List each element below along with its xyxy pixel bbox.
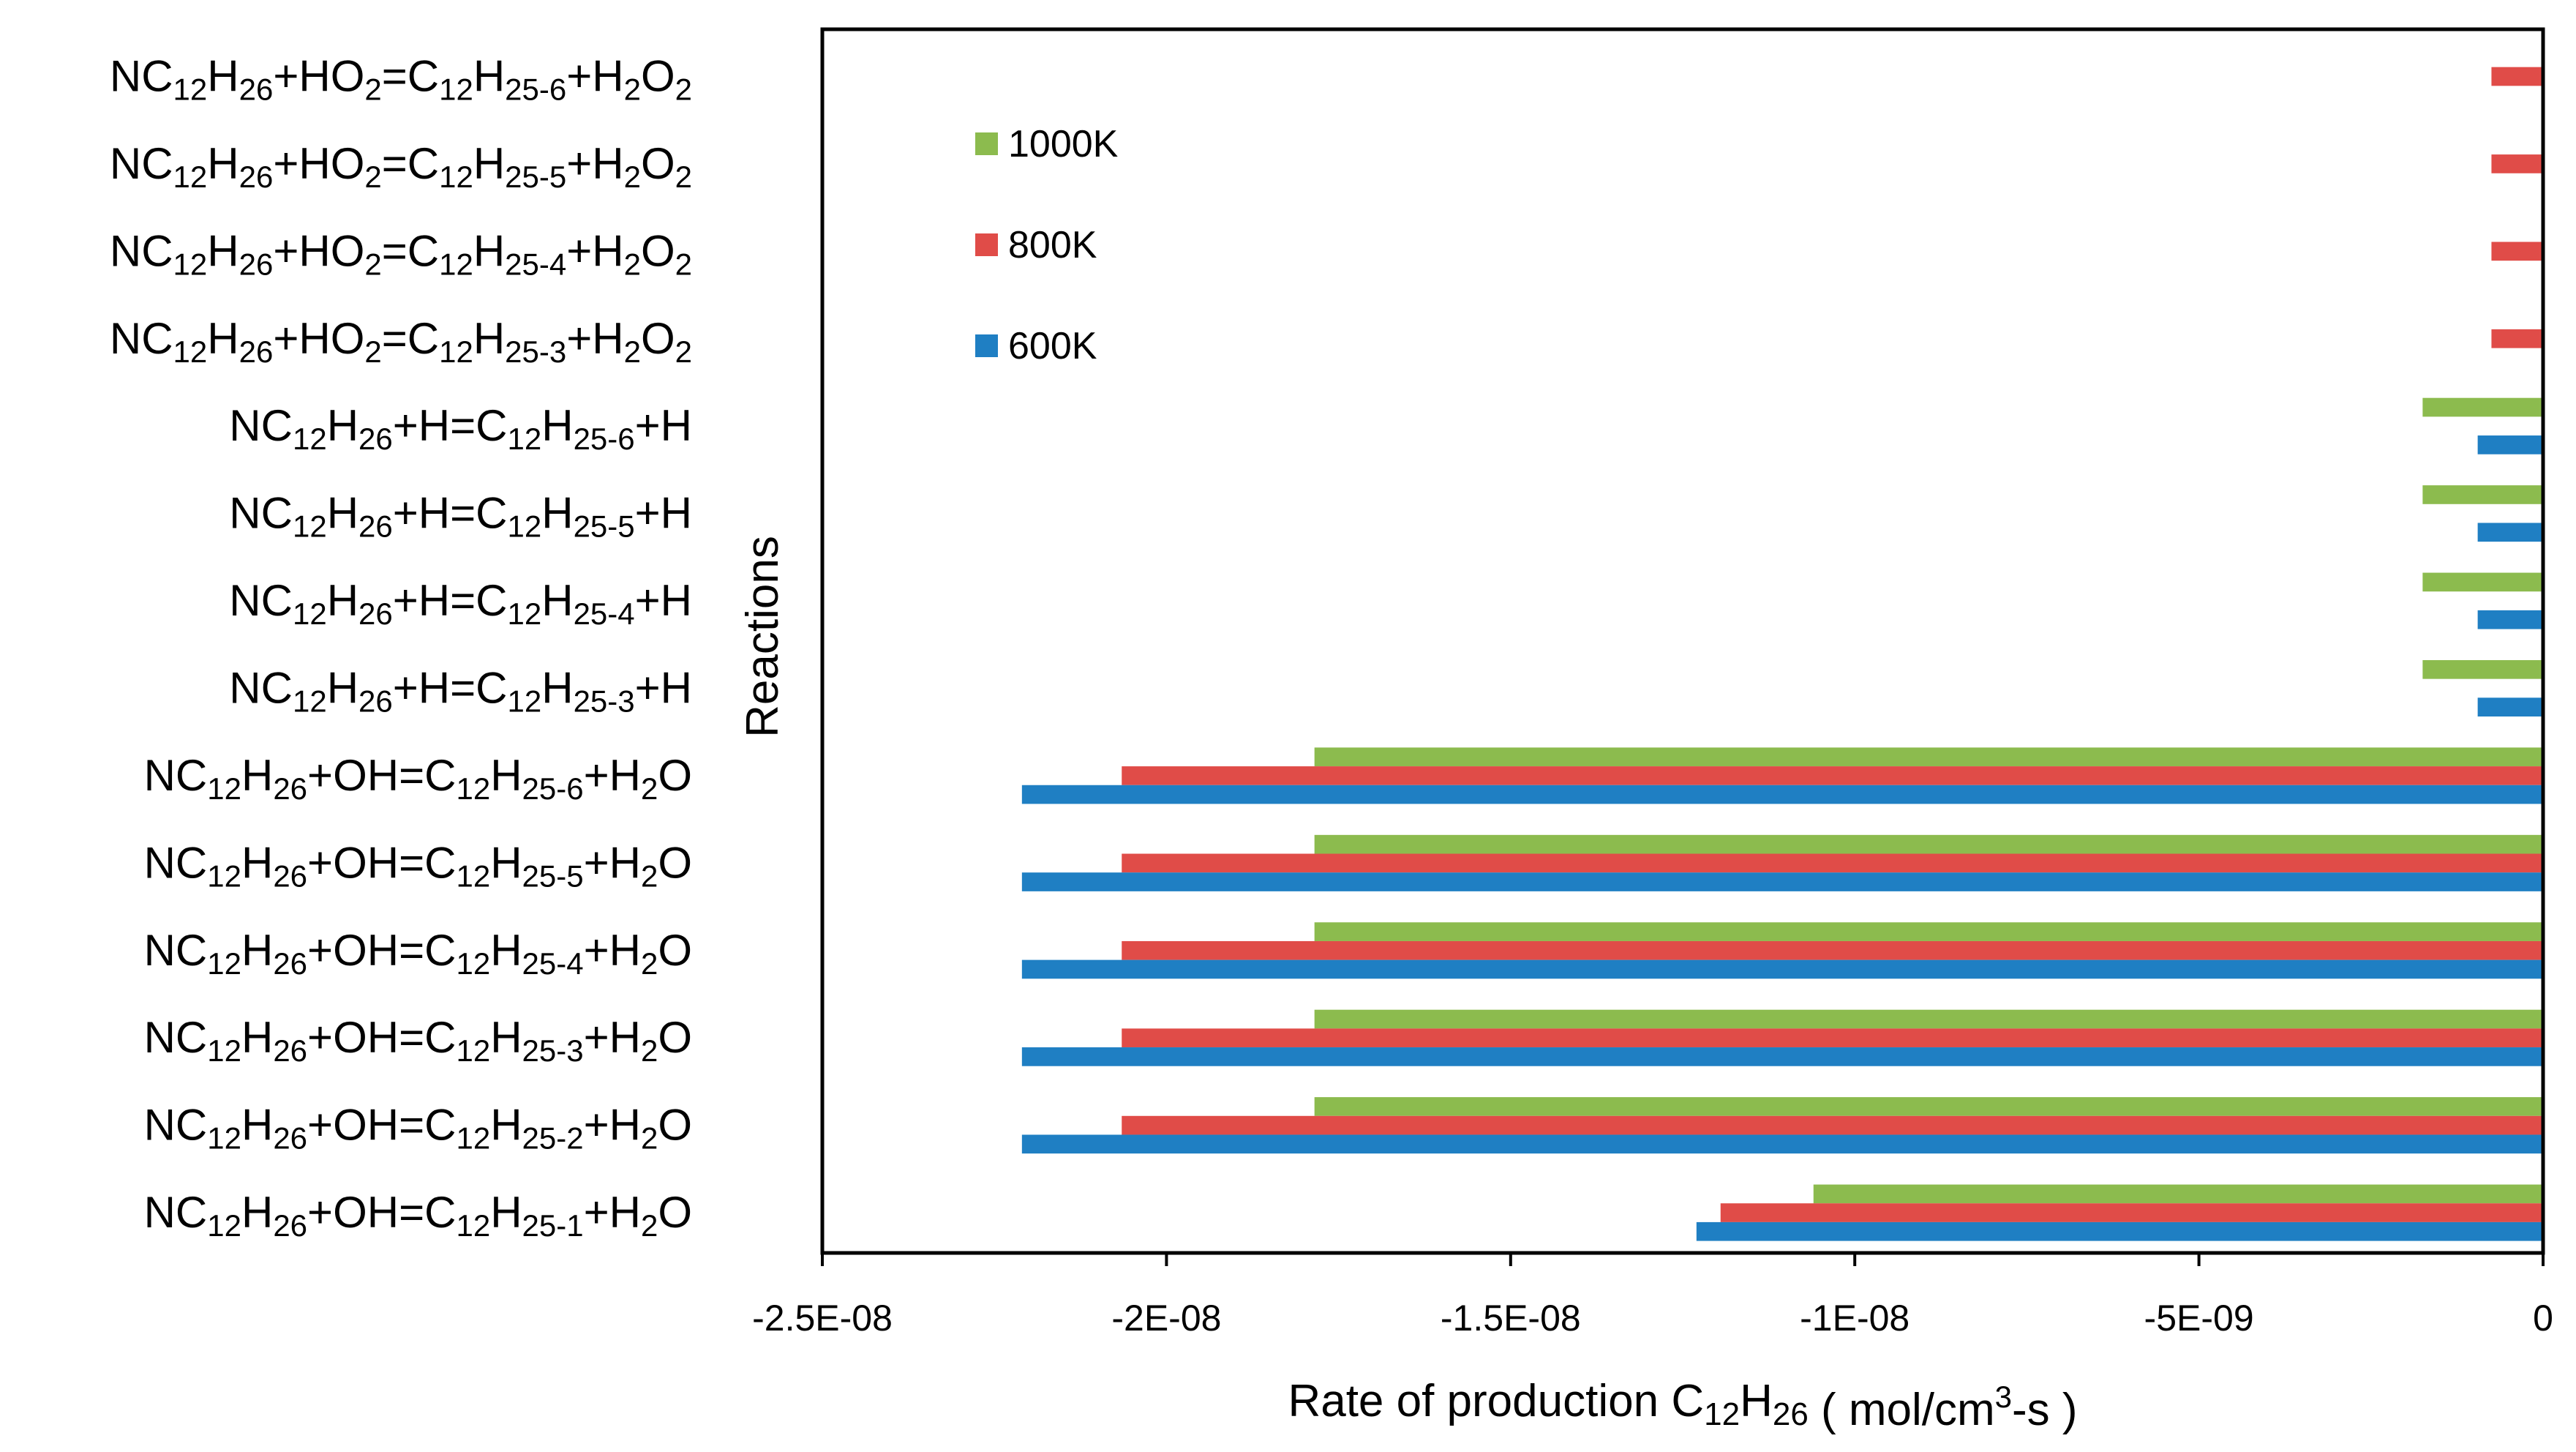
bar-1000k-11 (1314, 922, 2543, 941)
bar-800k-1 (2491, 67, 2543, 86)
x-tick-label: -2.5E-08 (752, 1298, 893, 1339)
x-tick-label: -1E-08 (1800, 1298, 1910, 1339)
category-label: NC12H26+H=C12H25-3+H (229, 663, 692, 718)
x-tick-label: -5E-09 (2144, 1298, 2254, 1339)
category-label: NC12H26+HO2=C12H25-5+H2O2 (110, 139, 692, 194)
legend-label-1000k: 1000K (1008, 123, 1119, 165)
bar-600k-8 (2477, 697, 2543, 717)
bar-600k-14 (1696, 1221, 2543, 1241)
category-label: NC12H26+HO2=C12H25-6+H2O2 (110, 51, 692, 106)
bar-600k-13 (1021, 1134, 2543, 1154)
category-label: NC12H26+OH=C12H25-6+H2O (144, 751, 692, 806)
category-label: NC12H26+OH=C12H25-1+H2O (144, 1188, 692, 1243)
category-label: NC12H26+OH=C12H25-5+H2O (144, 838, 692, 893)
bar-1000k-13 (1314, 1097, 2543, 1116)
x-tick-label: -1.5E-08 (1441, 1298, 1581, 1339)
legend: 1000K 800K 600K (975, 123, 1119, 367)
bar-800k-13 (1122, 1115, 2543, 1135)
bar-600k-7 (2477, 610, 2543, 629)
bar-600k-12 (1021, 1047, 2543, 1066)
bar-1000k-8 (2422, 659, 2543, 679)
category-labels: NC12H26+HO2=C12H25-6+H2O2 NC12H26+HO2=C12… (110, 51, 692, 1243)
bar-800k-4 (2491, 329, 2543, 348)
x-axis-title: Rate of production C12H26 ( mol/cm3-s ) (1288, 1376, 2077, 1435)
category-label: NC12H26+OH=C12H25-2+H2O (144, 1101, 692, 1156)
bar-800k-2 (2491, 154, 2543, 173)
bar-1000k-14 (1813, 1184, 2543, 1204)
legend-label-800k: 800K (1008, 224, 1097, 266)
bar-800k-14 (1720, 1203, 2543, 1222)
bar-800k-10 (1122, 853, 2543, 873)
bar-600k-10 (1021, 872, 2543, 891)
x-tick-label: -2E-08 (1111, 1298, 1221, 1339)
category-label: NC12H26+H=C12H25-5+H (229, 489, 692, 544)
bar-1000k-12 (1314, 1009, 2543, 1029)
bar-800k-3 (2491, 242, 2543, 261)
legend-swatch-1000k (975, 132, 998, 155)
legend-label-600k: 600K (1008, 325, 1097, 367)
legend-swatch-600k (975, 334, 998, 357)
bar-1000k-9 (1314, 747, 2543, 767)
bar-1000k-7 (2422, 572, 2543, 592)
category-label: NC12H26+HO2=C12H25-4+H2O2 (110, 226, 692, 281)
bar-1000k-6 (2422, 485, 2543, 504)
category-label: NC12H26+OH=C12H25-3+H2O (144, 1013, 692, 1068)
bar-800k-9 (1122, 766, 2543, 785)
bar-600k-5 (2477, 435, 2543, 454)
category-label: NC12H26+H=C12H25-4+H (229, 576, 692, 631)
category-label: NC12H26+H=C12H25-6+H (229, 401, 692, 456)
bar-600k-9 (1021, 785, 2543, 804)
x-tick-label: 0 (2533, 1298, 2553, 1339)
category-label: NC12H26+OH=C12H25-4+H2O (144, 926, 692, 981)
x-axis: -2.5E-08 -2E-08 -1.5E-08 -1E-08 -5E-09 0 (752, 1253, 2553, 1339)
bar-600k-11 (1021, 959, 2543, 979)
category-label: NC12H26+HO2=C12H25-3+H2O2 (110, 314, 692, 369)
bar-800k-11 (1122, 940, 2543, 960)
bar-800k-12 (1122, 1028, 2543, 1048)
bar-600k-6 (2477, 523, 2543, 542)
bar-1000k-10 (1314, 834, 2543, 854)
bar-1000k-5 (2422, 397, 2543, 417)
bar-group (1021, 67, 2543, 1241)
y-axis-title: Reactions (737, 536, 788, 738)
plot-area-frame (820, 27, 2545, 1255)
legend-swatch-800k (975, 233, 998, 256)
